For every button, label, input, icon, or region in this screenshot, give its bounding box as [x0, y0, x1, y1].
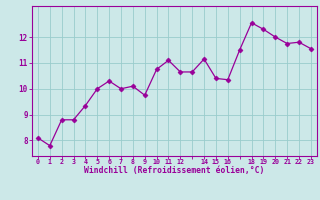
X-axis label: Windchill (Refroidissement éolien,°C): Windchill (Refroidissement éolien,°C) [84, 166, 265, 175]
